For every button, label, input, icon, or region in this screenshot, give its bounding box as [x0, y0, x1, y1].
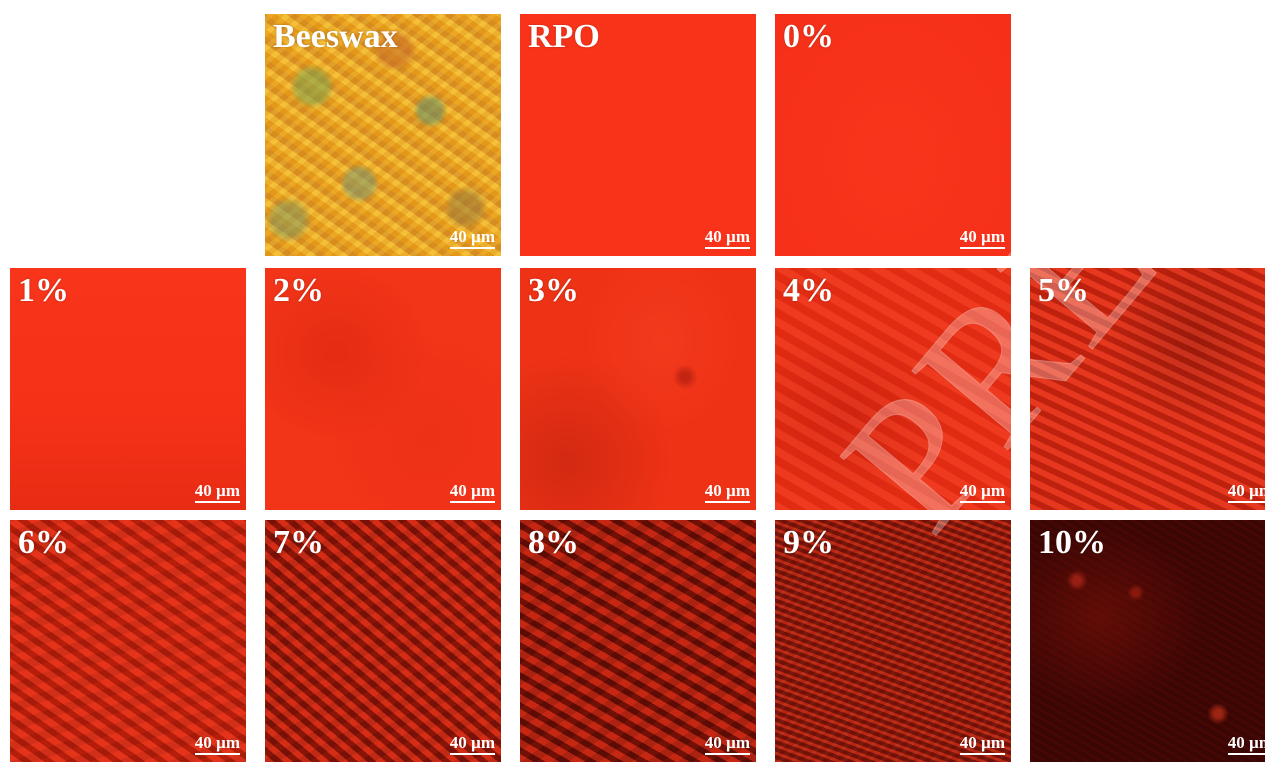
panel-label: 7%	[273, 524, 324, 561]
scale-bar-label: 40 µm	[1227, 481, 1265, 500]
panel-label: 9%	[783, 524, 834, 561]
scale-bar: 40 µm	[449, 227, 495, 249]
scale-bar: 40 µm	[194, 733, 240, 755]
micrograph-5pct: 5% 40 µm	[1030, 268, 1265, 510]
scale-bar: 40 µm	[194, 481, 240, 503]
scale-bar-line	[1227, 501, 1265, 503]
scale-bar-label: 40 µm	[959, 733, 1005, 752]
micrograph-3pct: 3% 40 µm	[520, 268, 756, 510]
panel-label: 2%	[273, 272, 324, 309]
scale-bar-line	[959, 247, 1005, 249]
scale-bar-line	[449, 753, 495, 755]
micrograph-image	[520, 520, 756, 762]
scale-bar-label: 40 µm	[959, 227, 1005, 246]
micrograph-rpo: RPO 40 µm	[520, 14, 756, 256]
scale-bar-label: 40 µm	[449, 481, 495, 500]
scale-bar: 40 µm	[704, 227, 750, 249]
micrograph-image	[265, 14, 501, 256]
scale-bar: 40 µm	[449, 733, 495, 755]
micrograph-1pct: 1% 40 µm	[10, 268, 246, 510]
panel-label: 6%	[18, 524, 69, 561]
scale-bar-label: 40 µm	[194, 733, 240, 752]
micrograph-image	[265, 520, 501, 762]
scale-bar-line	[449, 247, 495, 249]
scale-bar-label: 40 µm	[704, 481, 750, 500]
scale-bar: 40 µm	[959, 481, 1005, 503]
scale-bar: 40 µm	[704, 733, 750, 755]
scale-bar-line	[704, 501, 750, 503]
panel-label: 1%	[18, 272, 69, 309]
micrograph-10pct: 10% 40 µm	[1030, 520, 1265, 762]
micrograph-9pct: 9% 40 µm	[775, 520, 1011, 762]
micrograph-image	[10, 520, 246, 762]
scale-bar-label: 40 µm	[1227, 733, 1265, 752]
micrograph-image	[520, 14, 756, 256]
micrograph-0pct: 0% 40 µm	[775, 14, 1011, 256]
scale-bar-line	[704, 753, 750, 755]
scale-bar-line	[449, 501, 495, 503]
panel-label: RPO	[528, 18, 600, 55]
scale-bar-line	[959, 501, 1005, 503]
scale-bar: 40 µm	[449, 481, 495, 503]
panel-label: 8%	[528, 524, 579, 561]
scale-bar-line	[959, 753, 1005, 755]
micrograph-image	[10, 268, 246, 510]
panel-label: 10%	[1038, 524, 1106, 561]
scale-bar-line	[1227, 753, 1265, 755]
scale-bar-label: 40 µm	[449, 733, 495, 752]
panel-label: 3%	[528, 272, 579, 309]
micrograph-7pct: 7% 40 µm	[265, 520, 501, 762]
scale-bar: 40 µm	[959, 733, 1005, 755]
scale-bar-label: 40 µm	[704, 733, 750, 752]
micrograph-image	[775, 268, 1011, 510]
micrograph-image	[265, 268, 501, 510]
micrograph-6pct: 6% 40 µm	[10, 520, 246, 762]
micrograph-image	[1030, 520, 1265, 762]
scale-bar-label: 40 µm	[704, 227, 750, 246]
panel-label: 5%	[1038, 272, 1089, 309]
panel-label: 0%	[783, 18, 834, 55]
micrograph-image	[775, 14, 1011, 256]
scale-bar-line	[194, 501, 240, 503]
scale-bar: 40 µm	[1227, 481, 1265, 503]
scale-bar: 40 µm	[959, 227, 1005, 249]
micrograph-beeswax: Beeswax 40 µm	[265, 14, 501, 256]
scale-bar-label: 40 µm	[959, 481, 1005, 500]
micrograph-2pct: 2% 40 µm	[265, 268, 501, 510]
panel-label: 4%	[783, 272, 834, 309]
micrograph-image	[775, 520, 1011, 762]
scale-bar-line	[194, 753, 240, 755]
panel-label: Beeswax	[273, 18, 398, 55]
micrograph-4pct: 4% 40 µm	[775, 268, 1011, 510]
scale-bar-label: 40 µm	[449, 227, 495, 246]
scale-bar: 40 µm	[704, 481, 750, 503]
micrograph-image	[1030, 268, 1265, 510]
micrograph-image	[520, 268, 756, 510]
scale-bar-label: 40 µm	[194, 481, 240, 500]
micrograph-8pct: 8% 40 µm	[520, 520, 756, 762]
scale-bar: 40 µm	[1227, 733, 1265, 755]
scale-bar-line	[704, 247, 750, 249]
